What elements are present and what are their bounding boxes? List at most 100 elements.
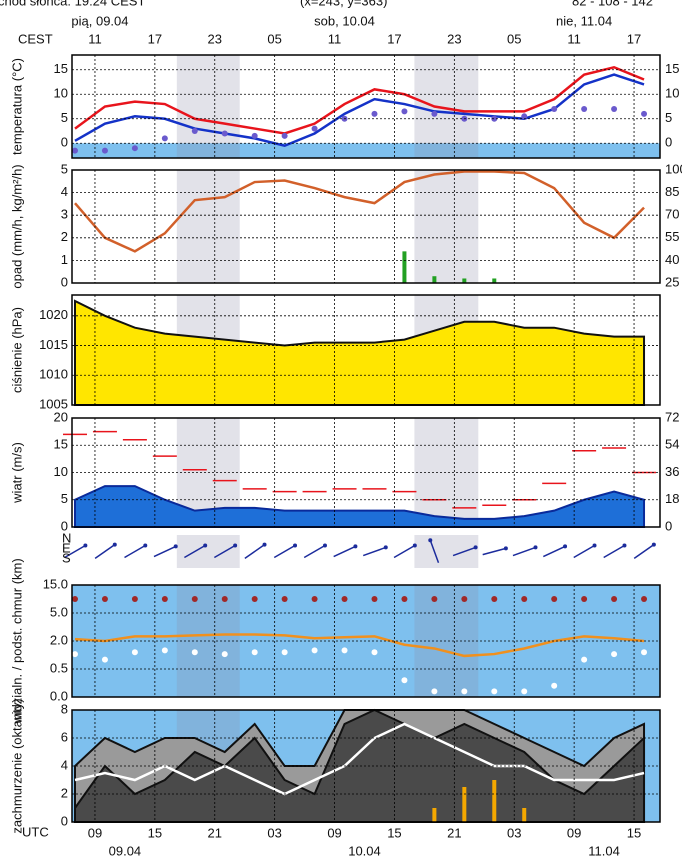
series-dot	[641, 110, 648, 117]
arrow-head	[293, 543, 298, 548]
series-dot	[131, 145, 138, 152]
cest-tick-label: 05	[507, 31, 521, 46]
panel-background	[72, 535, 660, 568]
wind-arrow	[244, 544, 265, 559]
y-tick-label: 0	[61, 518, 68, 533]
series-dot	[71, 651, 78, 658]
y2-tick-label: 0	[665, 135, 672, 150]
series-dot	[581, 105, 588, 112]
y2-tick-label: 15	[665, 61, 679, 76]
utc-tick-label: 15	[148, 825, 162, 840]
utc-tick-label: 09	[567, 825, 581, 840]
panel: 0 5 10 15 0 5 10 15 temperatura (°C)	[9, 54, 679, 159]
y-tick-label: 0.5	[50, 660, 68, 675]
panel: 0 5 10 15 20 0 18 36 54 72 wiatr (m/s)	[9, 409, 679, 533]
y2-tick-label: 10	[665, 86, 679, 101]
y2-tick-label: 18	[665, 491, 679, 506]
y-tick-label: 1020	[39, 307, 68, 322]
series-line	[74, 65, 645, 135]
series-dot	[161, 647, 168, 654]
day-label: pią, 09.04	[71, 13, 128, 28]
y2-tick-label: 0	[665, 518, 672, 533]
y-tick-label: 4	[61, 184, 68, 199]
series-dot	[611, 651, 618, 658]
series-dot	[131, 649, 138, 656]
panel: 0 1 2 3 4 5 25 40 55 70 85 100 opad (mm/h, kg/m²/h)	[9, 161, 682, 289]
arrow-head	[143, 543, 148, 548]
series-dot	[311, 125, 318, 132]
arrow-head	[203, 543, 208, 548]
series-dot	[251, 596, 258, 602]
series-dot	[191, 649, 198, 656]
cest-tick-label: 05	[267, 31, 281, 46]
arrow-head	[353, 544, 358, 549]
wind-arrow	[633, 544, 655, 559]
cest-tick-label: 11	[567, 31, 581, 46]
series-dot	[221, 596, 228, 602]
wind-arrow	[603, 544, 625, 559]
wind-arrow	[184, 544, 206, 559]
y2-tick-label: 40	[665, 252, 679, 267]
series-dot	[251, 649, 258, 656]
series-dot	[71, 147, 78, 154]
series-dot	[311, 647, 318, 654]
y2-tick-label: 85	[665, 184, 679, 199]
night-band	[414, 55, 479, 158]
wind-arrow	[429, 539, 440, 564]
header-text: chód słońca: 19:24 CEST	[0, 0, 145, 8]
series-dot	[221, 130, 228, 137]
y-tick-label: 5.0	[50, 604, 68, 619]
y2-tick-label: 70	[665, 207, 679, 222]
series-dot	[191, 596, 198, 602]
date-label: 10.04	[348, 843, 381, 858]
date-label: 09.04	[109, 843, 142, 858]
series-bar	[492, 780, 497, 822]
series-dot	[431, 596, 438, 602]
arrow-head	[622, 543, 627, 548]
wind-arrow	[542, 545, 566, 558]
series-dot	[401, 596, 408, 602]
day-label: nie, 11.04	[556, 13, 612, 28]
cest-tick-label: 23	[447, 31, 461, 46]
compass-label: E	[62, 540, 71, 555]
series-dot	[341, 647, 348, 654]
series-dot	[491, 688, 498, 695]
panel: 1005 1010 1015 1020 ciśnienie (hPa)	[9, 294, 661, 411]
series-dot	[191, 128, 198, 135]
compass-label: N	[62, 530, 71, 545]
cest-tick-label: 17	[148, 31, 162, 46]
series-dot	[431, 688, 438, 695]
series-dot	[371, 649, 378, 656]
panel-background	[72, 170, 660, 283]
series-dot	[101, 596, 108, 602]
y-tick-label: 1	[61, 252, 68, 267]
night-band	[176, 535, 240, 568]
y-tick-label: 3	[61, 207, 68, 222]
utc-tick-label: 21	[447, 825, 461, 840]
wind-arrow	[482, 547, 507, 556]
series-dot	[371, 110, 378, 117]
y-axis-label: ciśnienie (hPa)	[9, 307, 24, 393]
series-dot	[611, 596, 618, 602]
series-dot	[491, 115, 498, 122]
wind-arrow	[153, 545, 177, 558]
night-band	[176, 170, 240, 283]
y2-tick-label: 72	[665, 409, 679, 424]
y-tick-label: 10	[54, 86, 68, 101]
y-tick-label: 0	[61, 135, 68, 150]
date-label: 11.04	[588, 843, 620, 858]
series-line	[74, 170, 645, 253]
y-axis-label: zachmurzenie (oktanty)	[9, 698, 24, 833]
series-dot	[131, 596, 138, 602]
y-tick-label: 0.0	[50, 688, 68, 703]
arrow-head	[503, 546, 508, 551]
utc-tick-label: 21	[208, 825, 222, 840]
series-dot	[101, 656, 108, 663]
utc-tick-label: 15	[387, 825, 401, 840]
series-dot	[401, 677, 408, 684]
series-bar	[492, 278, 497, 283]
y-tick-label: 1015	[39, 337, 68, 352]
arrow-head	[383, 545, 388, 550]
y-tick-label: 15	[54, 61, 68, 76]
series-dot	[281, 649, 288, 656]
